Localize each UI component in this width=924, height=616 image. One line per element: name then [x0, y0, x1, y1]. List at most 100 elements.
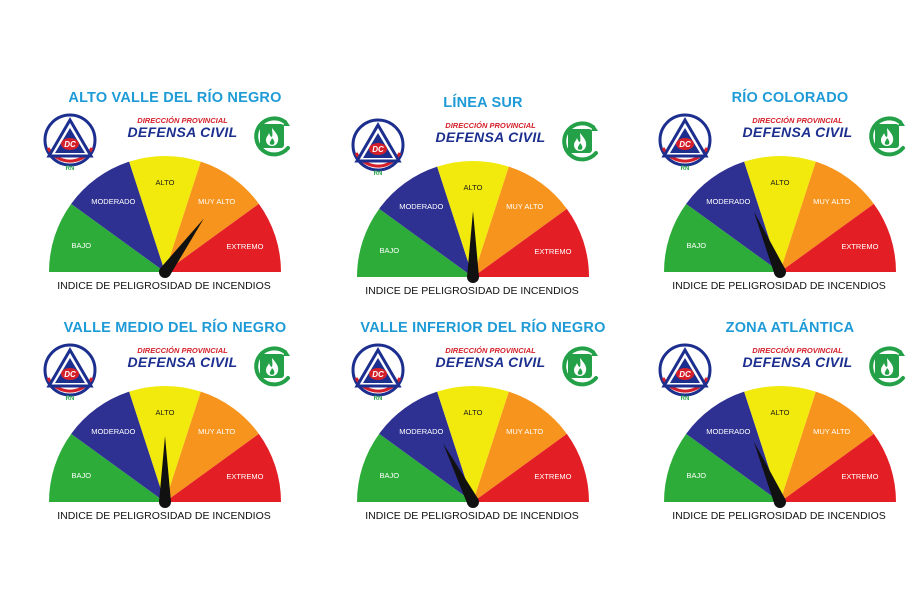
defensa-civil-brand: DIRECCIÓN PROVINCIAL DEFENSA CIVIL — [423, 121, 558, 145]
brand-top-line: DIRECCIÓN PROVINCIAL — [445, 346, 536, 355]
brand-top-line: DIRECCIÓN PROVINCIAL — [752, 116, 843, 125]
gauge-segment-moderado — [379, 391, 473, 502]
dc-triangle-logo-icon: DC RN — [43, 343, 97, 402]
gauge-segment-extremo — [780, 433, 896, 502]
gauge-segment-alto — [437, 386, 509, 502]
gauge-label-alto: ALTO — [156, 178, 175, 187]
brand-main-line: DEFENSA CIVIL — [127, 124, 238, 140]
gauge-segment-bajo — [664, 203, 780, 272]
gauge-segment-alto — [744, 386, 816, 502]
dc-triangle-logo-icon: DC RN — [351, 343, 405, 402]
gauge-label-alto: ALTO — [771, 408, 790, 417]
gauge-label-bajo: BAJO — [72, 471, 92, 480]
gauge-label-moderado: MODERADO — [706, 427, 750, 436]
gauge-label-moderado: MODERADO — [91, 427, 135, 436]
danger-gauge: BAJO MODERADO ALTO MUY ALTO EXTREMO — [357, 161, 589, 283]
badge-sub-text: RN — [681, 396, 690, 402]
gauge-needle-icon — [159, 218, 204, 278]
dc-triangle-logo-icon: DC RN — [43, 113, 97, 172]
fire-leaf-icon — [869, 346, 905, 387]
gauge-label-extremo: EXTREMO — [226, 472, 263, 481]
gauge-needle-icon — [753, 211, 786, 278]
badge-text: DC — [372, 145, 384, 154]
gauge-label-bajo: BAJO — [380, 471, 400, 480]
badge-text: DC — [372, 370, 384, 379]
brand-main-line: DEFENSA CIVIL — [742, 124, 853, 140]
gauge-label-muy-alto: MUY ALTO — [813, 427, 850, 436]
gauge-label-alto: ALTO — [464, 408, 483, 417]
gauge-segment-extremo — [473, 433, 589, 502]
gauge-segment-bajo — [664, 433, 780, 502]
gauge-label-extremo: EXTREMO — [534, 247, 571, 256]
defensa-civil-brand: DIRECCIÓN PROVINCIAL DEFENSA CIVIL — [730, 116, 865, 140]
region-title: VALLE MEDIO DEL RÍO NEGRO — [63, 320, 287, 336]
gauge-footer-label: INDICE DE PELIGROSIDAD DE INCENDIOS — [365, 510, 579, 522]
dc-triangle-logo-icon: DC RN — [351, 118, 405, 177]
gauge-label-bajo: BAJO — [72, 241, 92, 250]
gauge-label-bajo: BAJO — [687, 241, 707, 250]
region-title: VALLE INFERIOR DEL RÍO NEGRO — [360, 320, 606, 336]
gauge-segment-alto — [129, 156, 201, 272]
gauge-segment-bajo — [357, 208, 473, 277]
gauge-label-moderado: MODERADO — [399, 202, 443, 211]
fire-leaf-icon — [562, 121, 598, 162]
gauge-label-extremo: EXTREMO — [534, 472, 571, 481]
brand-top-line: DIRECCIÓN PROVINCIAL — [137, 116, 228, 125]
gauge-segment-moderado — [71, 391, 165, 502]
gauge-panel-zona-atlantica: ZONA ATLÁNTICA DC RN DIRECCIÓN PROVINCIA… — [658, 320, 920, 552]
brand-top-line: DIRECCIÓN PROVINCIAL — [445, 121, 536, 130]
gauge-segment-muy-alto — [473, 391, 567, 502]
gauge-needle-icon — [159, 436, 171, 508]
badge-sub-text: RN — [681, 166, 690, 172]
gauge-segment-moderado — [686, 161, 780, 272]
gauge-label-moderado: MODERADO — [91, 197, 135, 206]
badge-sub-text: RN — [374, 396, 383, 402]
gauge-label-alto: ALTO — [464, 183, 483, 192]
dc-triangle-logo-icon: DC RN — [658, 113, 712, 172]
gauge-segment-extremo — [165, 203, 281, 272]
gauge-label-extremo: EXTREMO — [841, 242, 878, 251]
badge-sub-text: RN — [374, 171, 383, 177]
fire-leaf-icon — [562, 346, 598, 387]
region-title: RÍO COLORADO — [731, 90, 849, 106]
gauge-label-moderado: MODERADO — [706, 197, 750, 206]
gauge-segment-bajo — [49, 203, 165, 272]
defensa-civil-brand: DIRECCIÓN PROVINCIAL DEFENSA CIVIL — [115, 116, 250, 140]
badge-sub-text: RN — [66, 396, 75, 402]
gauge-segment-muy-alto — [165, 161, 259, 272]
badge-text: DC — [679, 140, 691, 149]
gauge-label-extremo: EXTREMO — [841, 472, 878, 481]
gauge-label-muy-alto: MUY ALTO — [198, 197, 235, 206]
gauge-segment-extremo — [473, 208, 589, 277]
region-title: ZONA ATLÁNTICA — [725, 320, 855, 336]
gauge-label-extremo: EXTREMO — [226, 242, 263, 251]
badge-text: DC — [64, 370, 76, 379]
gauge-segment-muy-alto — [780, 161, 874, 272]
gauge-segment-muy-alto — [165, 391, 259, 502]
danger-gauge: BAJO MODERADO ALTO MUY ALTO EXTREMO — [357, 386, 589, 508]
fire-leaf-icon — [254, 346, 290, 387]
defensa-civil-brand: DIRECCIÓN PROVINCIAL DEFENSA CIVIL — [423, 346, 558, 370]
gauge-label-alto: ALTO — [771, 178, 790, 187]
gauge-segment-moderado — [71, 161, 165, 272]
defensa-civil-brand: DIRECCIÓN PROVINCIAL DEFENSA CIVIL — [730, 346, 865, 370]
gauge-footer-label: INDICE DE PELIGROSIDAD DE INCENDIOS — [672, 280, 886, 292]
gauge-panel-linea-sur: LÍNEA SUR DC RN DIRECCIÓN PROVINCIAL DEF… — [351, 95, 613, 327]
danger-gauge: BAJO MODERADO ALTO MUY ALTO EXTREMO — [49, 156, 281, 278]
gauge-segment-alto — [744, 156, 816, 272]
region-title: ALTO VALLE DEL RÍO NEGRO — [68, 90, 282, 106]
gauge-panel-valle-inferior-del-rio-negro: VALLE INFERIOR DEL RÍO NEGRO DC RN DIREC… — [351, 320, 613, 552]
gauge-footer-label: INDICE DE PELIGROSIDAD DE INCENDIOS — [672, 510, 886, 522]
danger-gauge: BAJO MODERADO ALTO MUY ALTO EXTREMO — [664, 156, 896, 278]
gauge-footer-label: INDICE DE PELIGROSIDAD DE INCENDIOS — [365, 285, 579, 297]
badge-text: DC — [64, 140, 76, 149]
gauge-label-moderado: MODERADO — [399, 427, 443, 436]
gauge-needle-icon — [467, 211, 479, 283]
brand-main-line: DEFENSA CIVIL — [127, 354, 238, 370]
brand-top-line: DIRECCIÓN PROVINCIAL — [752, 346, 843, 355]
brand-top-line: DIRECCIÓN PROVINCIAL — [137, 346, 228, 355]
gauge-segment-moderado — [379, 166, 473, 277]
gauge-panel-valle-medio-del-rio-negro: VALLE MEDIO DEL RÍO NEGRO DC RN DIRECCIÓ… — [43, 320, 305, 552]
danger-gauge: BAJO MODERADO ALTO MUY ALTO EXTREMO — [49, 386, 281, 508]
gauge-footer-label: INDICE DE PELIGROSIDAD DE INCENDIOS — [57, 280, 271, 292]
